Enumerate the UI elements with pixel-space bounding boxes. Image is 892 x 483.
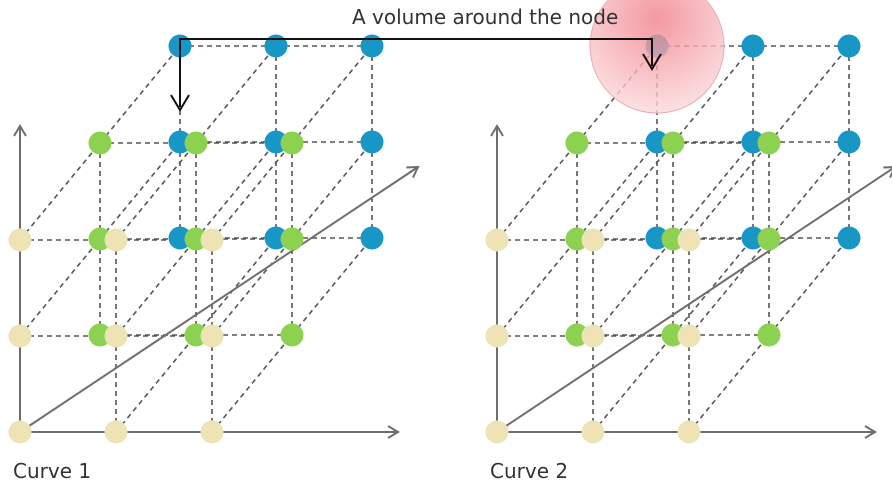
lattice-edge [496,238,578,337]
connector-line [179,38,653,107]
lattice-edge [768,141,850,240]
z-axis [496,165,892,433]
lattice-edge [592,238,674,337]
lattice-edge [576,45,658,144]
lattice-node-back [360,130,384,154]
lattice-node-back [837,226,861,250]
lattice-node-front [485,324,509,348]
lattice-edge [211,238,293,337]
lattice-node-back [360,34,384,58]
lattice-node-middle [280,323,304,347]
lattice-edge [115,334,197,433]
lattice-node-back [360,226,384,250]
lattice-edge [688,238,770,337]
annotation-label: A volume around the node [352,5,619,29]
lattice-edge [592,142,674,241]
lattice-edge [19,238,101,337]
lattice-node-middle [757,131,781,155]
lattice-node-back [837,34,861,58]
lattice-curve-2 [485,0,892,444]
lattice-node-middle [184,131,208,155]
lattice-node-front [485,228,509,252]
lattice-node-front [581,324,605,348]
arrow-down-icon [642,53,662,71]
lattice-curve-1 [8,34,420,444]
lattice-edge [291,237,373,336]
lattice-node-back [741,34,765,58]
lattice-edge [672,237,754,336]
lattice-edge [688,142,770,241]
lattice-edge [592,334,674,433]
lattice-node-front [8,228,32,252]
lattice-node-front [200,420,224,444]
lattice-node-front [200,324,224,348]
lattice-edge [99,141,181,240]
lattice-edge [291,45,373,144]
lattice-node-front [104,324,128,348]
lattice-node-back [264,34,288,58]
lattice-node-front [8,324,32,348]
lattice-edge [768,237,850,336]
lattice-edge [672,45,754,144]
lattice-edge [115,238,197,337]
lattice-node-middle [661,131,685,155]
node-volume-sphere [589,0,725,114]
lattice-edge [19,142,101,241]
annotation-connector [170,38,662,112]
lattice-edge [688,334,770,433]
lattice-node-middle [565,131,589,155]
arrow-down-icon [170,94,190,112]
lattice-edge [291,141,373,240]
lattice-node-front [677,324,701,348]
caption-curve-1: Curve 1 [13,459,92,483]
lattice-node-middle [280,131,304,155]
lattice-node-front [581,420,605,444]
lattice-node-front [8,420,32,444]
lattice-node-middle [88,131,112,155]
lattice-edge [195,45,277,144]
lattice-node-front [200,228,224,252]
lattice-node-front [485,420,509,444]
lattice-edge [211,142,293,241]
lattice-node-front [104,228,128,252]
lattice-node-front [677,420,701,444]
lattice-edge [496,142,578,241]
lattice-node-middle [757,227,781,251]
lattice-edge [672,141,754,240]
lattice-node-front [104,420,128,444]
caption-curve-2: Curve 2 [490,459,569,483]
lattice-edge [115,142,197,241]
lattice-node-back [837,130,861,154]
lattice-node-middle [757,323,781,347]
lattice-edge [195,237,277,336]
lattice-node-front [677,228,701,252]
lattice-node-front [581,228,605,252]
lattice-edge [195,141,277,240]
lattice-edge [768,45,850,144]
lattice-edge [211,334,293,433]
lattice-edge [99,45,181,144]
z-axis [19,165,420,433]
lattice-node-middle [280,227,304,251]
lattice-edge [576,141,658,240]
